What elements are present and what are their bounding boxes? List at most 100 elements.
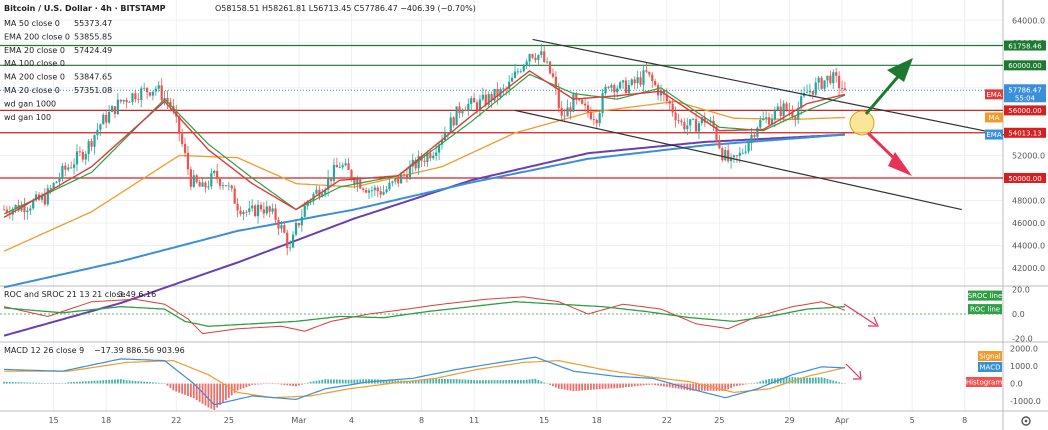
- candle-body: [633, 79, 636, 84]
- histogram-bar: [14, 382, 17, 384]
- histogram-bar: [242, 383, 245, 389]
- histogram-bar: [554, 383, 557, 388]
- histogram-bar: [610, 383, 613, 389]
- level-badge-56000-bg: [1004, 105, 1046, 116]
- histogram-bar: [604, 383, 607, 389]
- candle-body: [478, 99, 482, 111]
- histogram-bar: [61, 383, 64, 385]
- histogram-bar: [663, 383, 665, 387]
- candle-body: [727, 150, 730, 162]
- candle-body: [767, 117, 771, 125]
- candle-body: [426, 153, 429, 162]
- macd-badge: MACD: [980, 364, 1001, 372]
- legend-entry: EMA 200 close 0 53855.85: [4, 32, 112, 41]
- candle-body: [624, 80, 628, 94]
- candle-body: [207, 186, 210, 188]
- histogram-bar: [823, 378, 826, 384]
- histogram-bar: [578, 383, 581, 391]
- roc-line: [3, 296, 846, 335]
- candle-body: [762, 118, 765, 121]
- candle-body: [29, 208, 32, 211]
- candle-body: [519, 71, 522, 73]
- candle-body: [347, 163, 350, 170]
- histogram-bar: [245, 383, 248, 388]
- candle-body: [122, 99, 125, 102]
- histogram-bar: [131, 380, 134, 384]
- candle-body: [835, 72, 838, 76]
- macd-line: [3, 356, 846, 406]
- candle-body: [178, 116, 181, 134]
- histogram-bar: [423, 379, 426, 384]
- candle-body: [610, 85, 613, 88]
- legend-label: MA 50 close 0: [4, 19, 60, 28]
- histogram-bar: [414, 380, 417, 384]
- histogram-bar: [391, 380, 394, 384]
- histogram-bar: [566, 383, 569, 391]
- candle-body: [595, 119, 598, 124]
- candle-body: [735, 155, 739, 157]
- histogram-bar: [587, 383, 589, 391]
- roc-badge: ROC line: [970, 306, 1000, 314]
- histogram-bar: [195, 383, 198, 401]
- ema20-axis-badge: EMA: [986, 91, 1001, 99]
- candle-body: [216, 170, 219, 179]
- histogram-bar: [140, 381, 143, 384]
- candle-body: [671, 103, 674, 113]
- histogram-bar: [152, 382, 154, 384]
- histogram-bar: [271, 383, 274, 384]
- candle-body: [151, 91, 155, 96]
- macd-arrow-shaft: [845, 363, 861, 379]
- histogram-bar: [157, 382, 160, 384]
- candle-body: [189, 169, 192, 187]
- candle-body: [566, 107, 569, 117]
- candle-body: [522, 65, 525, 72]
- candle-body: [58, 177, 61, 182]
- candle-body: [143, 87, 146, 89]
- candle-body: [218, 178, 222, 186]
- histogram-bar: [651, 383, 654, 385]
- candle-body: [770, 119, 774, 125]
- candle-body: [245, 211, 248, 213]
- candle-body: [741, 152, 744, 154]
- histogram-bar: [172, 383, 175, 391]
- histogram-bar: [49, 383, 52, 384]
- candle-body: [5, 209, 9, 213]
- candle-body: [256, 204, 260, 217]
- arrow-down-head: [888, 152, 912, 176]
- histogram-bar: [160, 382, 163, 384]
- time-axis-tick-label: 15: [539, 416, 549, 425]
- settings-gear-icon[interactable]: [1021, 416, 1031, 426]
- level-badge-50000-bg: [1004, 172, 1046, 183]
- macd-axis-tick-label: -1000.0: [1010, 397, 1041, 406]
- candle-body: [321, 193, 324, 197]
- candle-body: [452, 117, 455, 126]
- histogram-bar: [207, 383, 210, 408]
- candle-body: [356, 179, 359, 185]
- candle-body: [370, 190, 374, 192]
- histogram-bar: [280, 383, 283, 385]
- histogram-bar: [192, 383, 195, 399]
- histogram-bar: [700, 383, 703, 391]
- histogram-bar: [835, 381, 838, 384]
- candle-body: [484, 94, 487, 105]
- histogram-bar: [344, 379, 347, 384]
- candle-body: [43, 195, 46, 205]
- histogram-bar: [829, 379, 832, 384]
- macd-badge-bg: [978, 362, 1002, 372]
- candle-body: [528, 54, 531, 62]
- candle-body: [829, 75, 832, 84]
- time-axis-tick-label: 8: [419, 416, 424, 425]
- candle-body: [67, 167, 70, 170]
- candle-body: [510, 77, 514, 82]
- histogram-bar: [353, 379, 356, 384]
- candle-body: [271, 208, 274, 212]
- histogram-bar: [455, 379, 458, 384]
- histogram-bar: [549, 383, 551, 386]
- histogram-bar: [105, 380, 108, 384]
- candle-body: [423, 160, 426, 162]
- histogram-bar: [563, 383, 566, 390]
- candle-body: [589, 112, 593, 120]
- histogram-bar: [379, 379, 382, 384]
- histogram-bar: [178, 383, 181, 393]
